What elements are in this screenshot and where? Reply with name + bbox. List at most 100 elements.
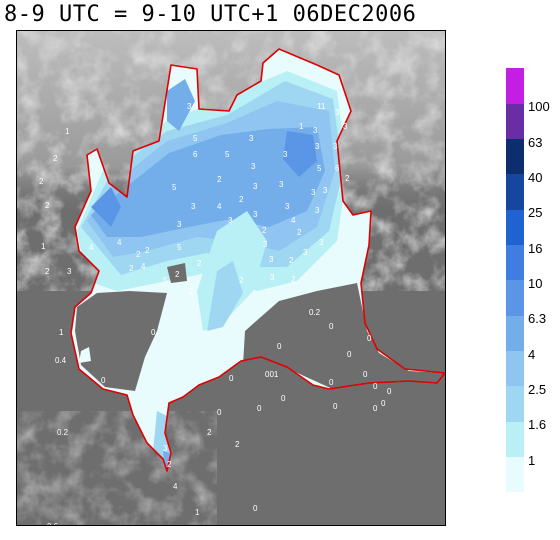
legend-swatch bbox=[506, 68, 524, 104]
station-value: 2 bbox=[291, 275, 296, 284]
legend-swatch bbox=[506, 350, 524, 387]
station-value: 3 bbox=[333, 142, 338, 151]
station-value: 3 bbox=[285, 202, 290, 211]
station-value: 2 bbox=[175, 270, 180, 279]
station-value: 6 bbox=[193, 150, 198, 159]
legend-label: 16 bbox=[528, 240, 543, 256]
station-value: 2 bbox=[197, 259, 202, 268]
legend-swatch bbox=[506, 456, 524, 493]
station-value: 3 bbox=[228, 216, 233, 225]
station-value: 0 bbox=[387, 387, 392, 396]
station-value: 5 bbox=[177, 243, 182, 252]
station-value: 2 bbox=[39, 177, 44, 186]
precipitation-legend: 1 1.6 2.5 4 6.3 10 16 25 40 63 100 bbox=[506, 68, 556, 493]
station-value: 0 bbox=[151, 328, 156, 337]
station-value: 3 bbox=[343, 122, 348, 131]
station-value: 3 bbox=[253, 182, 258, 191]
station-value: 3 bbox=[283, 150, 288, 159]
station-value: 2 bbox=[45, 201, 50, 210]
station-value: 0 bbox=[373, 382, 378, 391]
station-value: 2 bbox=[345, 174, 350, 183]
station-value: 0 bbox=[367, 334, 372, 343]
station-value: 3 bbox=[187, 102, 192, 111]
station-value: 0 bbox=[373, 404, 378, 413]
legend-label: 63 bbox=[528, 134, 543, 150]
station-value: 0 bbox=[329, 378, 334, 387]
station-value: 5 bbox=[225, 150, 230, 159]
legend-label: 2.5 bbox=[528, 382, 547, 397]
station-value: 3 bbox=[319, 238, 324, 247]
station-value: 0.2 bbox=[309, 308, 321, 317]
station-value: 1 bbox=[41, 242, 46, 251]
station-value: 5 bbox=[172, 183, 177, 192]
legend-swatch bbox=[506, 315, 524, 352]
station-value: 2 bbox=[289, 256, 294, 265]
map-canvas bbox=[17, 31, 445, 525]
station-value: 0 bbox=[253, 504, 258, 513]
apennines-texture bbox=[17, 411, 217, 525]
station-value: 2 bbox=[136, 250, 141, 259]
station-value: 0 bbox=[257, 404, 262, 413]
station-value: 3 bbox=[251, 162, 256, 171]
station-value: 4 bbox=[173, 482, 178, 491]
station-value: 2 bbox=[217, 175, 222, 184]
station-value: 3 bbox=[323, 186, 328, 195]
station-value: 1 bbox=[195, 508, 200, 517]
map-title: 8-9 UTC = 9-10 UTC+1 06DEC2006 bbox=[4, 2, 417, 27]
station-value: 5 bbox=[193, 134, 198, 143]
station-value: 2 bbox=[207, 428, 212, 437]
station-value: 0 bbox=[101, 376, 106, 385]
station-value: 2 bbox=[297, 228, 302, 237]
station-value: 5 bbox=[317, 164, 322, 173]
station-value: 4 bbox=[217, 202, 222, 211]
station-value: 2 bbox=[45, 267, 50, 276]
station-value: 0 bbox=[281, 394, 286, 403]
station-value: 0 bbox=[329, 322, 334, 331]
station-value: 3 bbox=[191, 202, 196, 211]
station-value: 4 bbox=[117, 238, 122, 247]
station-value: 3 bbox=[311, 188, 316, 197]
legend-label: 40 bbox=[528, 170, 543, 185]
legend-swatch bbox=[506, 138, 524, 175]
station-value: 3 bbox=[279, 180, 284, 189]
legend-label: 6.3 bbox=[528, 311, 547, 327]
station-value: 2 bbox=[235, 440, 240, 449]
station-value: 0 bbox=[347, 350, 352, 359]
legend-swatch bbox=[506, 103, 524, 140]
station-value: 2 bbox=[145, 246, 150, 255]
legend-label: 25 bbox=[528, 205, 543, 221]
station-value: 2 bbox=[167, 460, 172, 469]
station-value: 3 bbox=[163, 444, 168, 453]
station-value: 1 bbox=[59, 328, 64, 337]
station-value: 3 bbox=[313, 126, 318, 135]
legend-swatch bbox=[506, 386, 524, 422]
station-value: 5 bbox=[163, 276, 168, 285]
legend-swatch bbox=[506, 421, 524, 458]
legend-swatch bbox=[506, 280, 524, 316]
station-value: 1 bbox=[65, 127, 70, 136]
legend-label: 4 bbox=[528, 346, 536, 362]
station-value: 3 bbox=[253, 210, 258, 219]
station-value: 3 bbox=[249, 134, 254, 143]
station-value: 4 bbox=[141, 262, 146, 271]
station-value: 3 bbox=[303, 248, 308, 257]
station-value: 3 bbox=[177, 220, 182, 229]
station-value: 0.4 bbox=[55, 356, 67, 365]
station-value: 0.2 bbox=[57, 428, 69, 437]
station-value: 001 bbox=[265, 370, 279, 379]
station-value: 3 bbox=[263, 240, 268, 249]
station-value: 11 bbox=[317, 102, 326, 111]
station-value: 4 bbox=[89, 243, 94, 252]
station-value: 1 bbox=[299, 122, 304, 131]
station-value: 3 bbox=[269, 255, 274, 264]
station-value: 3 bbox=[67, 267, 72, 276]
legend-swatch bbox=[506, 209, 524, 246]
legend-swatch bbox=[506, 244, 524, 281]
station-value: 3 bbox=[270, 273, 275, 282]
station-value: 3 bbox=[335, 108, 340, 117]
station-value: 2 bbox=[53, 154, 58, 163]
station-value: 0 bbox=[277, 342, 282, 351]
station-value: 6 bbox=[335, 164, 340, 173]
station-value: 2 bbox=[239, 195, 244, 204]
